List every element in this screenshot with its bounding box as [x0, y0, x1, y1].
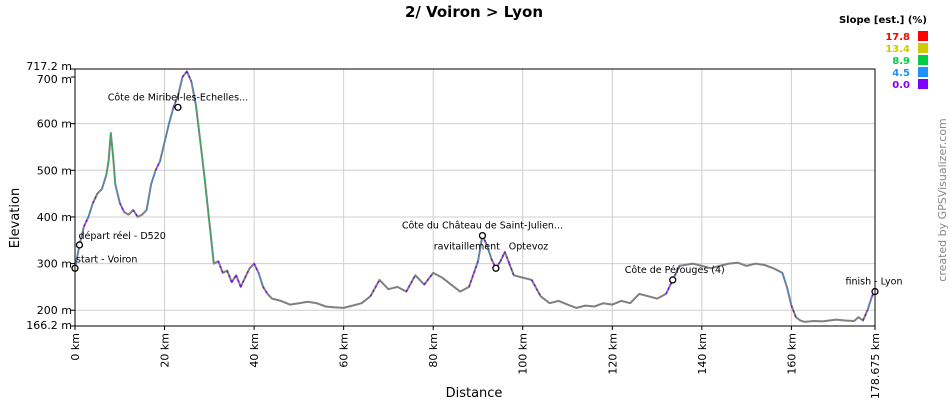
x-tick-label: 60 km: [338, 333, 351, 368]
elevation-series-line: [74, 70, 876, 323]
slope-segment: [871, 291, 876, 297]
slope-legend: Slope [est.] (%) 17.813.48.94.50.0: [839, 15, 928, 91]
slope-segment: [199, 142, 206, 180]
slope-segment: [119, 202, 125, 213]
chart-title: 2/ Voiron > Lyon: [405, 3, 543, 21]
slope-segment: [369, 279, 381, 297]
waypoint-label: départ réel - D520: [78, 231, 165, 242]
x-axis-ticks: 0 km 20 km 40 km 60 km 80 km 100 km 120 km 140 …: [69, 326, 882, 399]
slope-segment: [862, 309, 869, 321]
waypoint-marker: [75, 241, 84, 249]
slope-segment: [177, 76, 184, 96]
slope-segment: [226, 270, 233, 283]
x-tick-label: 40 km: [248, 333, 261, 368]
slope-segment: [105, 160, 110, 176]
slope-segment: [159, 142, 166, 162]
y-axis-title: Elevation: [8, 188, 23, 248]
slope-segment: [190, 81, 197, 106]
x-tick-label: 160 km: [785, 333, 798, 375]
slope-segment: [83, 216, 90, 227]
y-tick-label: 200 m: [37, 304, 72, 317]
credit-text: created by GPSVisualizer.com: [936, 118, 949, 281]
x-tick-label: 120 km: [606, 333, 619, 375]
slope-segment: [504, 251, 510, 264]
x-tick-label: 20 km: [159, 333, 172, 368]
slope-segment: [92, 193, 99, 204]
slope-segment: [110, 132, 114, 157]
slope-legend-swatch: [918, 31, 928, 41]
waypoints: start - Voiron départ réel - D520 Côte de …: [71, 92, 903, 296]
slope-legend-title: Slope [est.] (%): [839, 15, 927, 26]
slope-legend-value: 13.4: [885, 44, 910, 55]
waypoint-label: Côte de Miribel-les-Echelles...: [108, 92, 248, 103]
slope-legend-value: 17.8: [885, 32, 910, 43]
waypoint-label: Côte du Château de Saint-Julien...: [402, 221, 563, 232]
waypoint-label: finish - Lyon: [846, 277, 903, 288]
slope-segment: [499, 251, 506, 262]
slope-segment: [217, 261, 224, 274]
x-tick-label: 178.675 km: [869, 333, 882, 399]
slope-legend-swatch: [918, 55, 928, 65]
slope-segment: [253, 263, 260, 274]
slope-segment: [74, 244, 81, 269]
slope-legend-swatch: [918, 67, 928, 77]
slope-legend-swatch: [918, 43, 928, 53]
slope-segment: [531, 279, 542, 297]
x-tick-label: 0 km: [69, 333, 82, 361]
slope-segment: [208, 221, 215, 264]
slope-legend-value: 4.5: [892, 68, 910, 79]
x-tick-label: 80 km: [427, 333, 440, 368]
y-tick-label: 700 m: [37, 73, 72, 86]
x-tick-label: 100 km: [517, 333, 530, 375]
waypoint-marker: [492, 264, 500, 272]
waypoint-label: start - Voiron: [76, 254, 137, 265]
elevation-line: [74, 70, 876, 323]
slope-segment: [235, 275, 242, 288]
slope-segment: [78, 226, 85, 246]
slope-segment: [508, 263, 515, 276]
slope-legend-swatch: [918, 79, 928, 89]
waypoint-label: Optevoz: [509, 241, 549, 252]
slope-segment: [405, 274, 416, 292]
slope-segment: [132, 209, 139, 218]
slope-legend-value: 0.0: [892, 80, 910, 91]
grid: [75, 69, 875, 326]
slope-segment: [240, 277, 246, 288]
y-tick-label: 500 m: [37, 164, 72, 177]
slope-segment: [181, 70, 188, 78]
slope-segment: [186, 71, 193, 82]
slope-segment: [490, 258, 497, 269]
waypoint-label: Côte de Pérouges (4): [625, 265, 725, 276]
plot-frame: [74, 68, 876, 327]
x-tick-label: 140 km: [696, 333, 709, 375]
y-tick-label: 400 m: [37, 211, 72, 224]
y-tick-label: 300 m: [37, 258, 72, 271]
y-axis-ticks: 166.2 m 200 m 300 m 400 m 500 m 600 m 700 m717…: [26, 60, 75, 332]
slope-segment: [145, 184, 152, 211]
slope-segment: [204, 179, 210, 222]
waypoint-marker: [669, 276, 677, 284]
slope-segment: [154, 160, 161, 171]
slope-legend-value: 8.9: [892, 56, 910, 67]
slope-segment: [195, 104, 202, 143]
slope-segment: [262, 286, 269, 295]
x-axis-title: Distance: [446, 386, 503, 400]
y-tick-label: 166.2 m: [26, 319, 72, 332]
waypoint-marker: [174, 103, 182, 111]
slope-segment: [231, 274, 237, 283]
slope-segment: [172, 95, 179, 108]
y-tick-label: 600 m: [37, 118, 72, 131]
slope-segment: [163, 123, 170, 143]
slope-segment: [114, 184, 121, 204]
y-tick-label: 717.2 m: [26, 60, 72, 73]
slope-segment: [244, 267, 251, 278]
waypoint-label: ravitaillement: [434, 241, 500, 252]
waypoint-marker: [478, 231, 487, 240]
slope-segment: [790, 305, 797, 318]
slope-segment: [786, 286, 793, 306]
slope-segment: [477, 235, 484, 262]
